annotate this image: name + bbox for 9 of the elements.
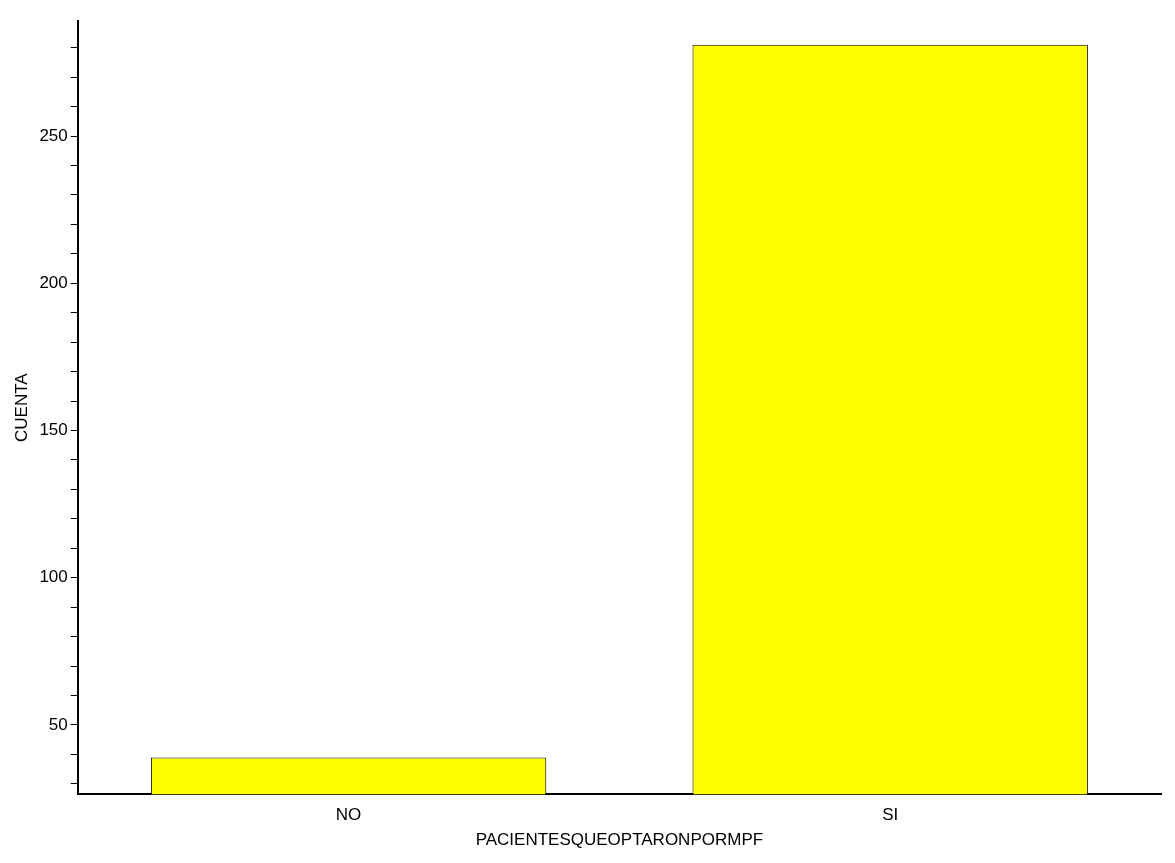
x-tick-label: SI (882, 805, 899, 825)
y-tick-label: 100 (39, 567, 68, 587)
y-tick-label: 250 (39, 125, 68, 145)
y-tick-label: 50 (48, 714, 68, 734)
y-tick-label: 150 (39, 420, 68, 440)
y-axis-title: CUENTA (11, 372, 31, 443)
x-tick-label: NO (335, 805, 362, 825)
x-axis-title: PACIENTESQUEOPTARONPORMPF (475, 830, 764, 850)
y-tick-label: 200 (39, 272, 68, 292)
